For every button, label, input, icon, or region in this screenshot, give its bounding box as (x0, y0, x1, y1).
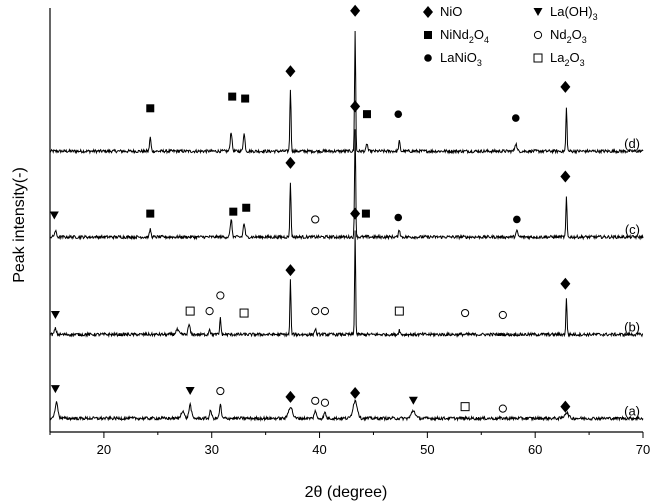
legend-text-sub: 2 (469, 35, 474, 45)
legend-entry-label: LaNiO3 (440, 50, 482, 68)
square-marker (362, 110, 371, 119)
diamond-marker (285, 65, 296, 78)
circle-marker (511, 114, 520, 122)
legend-entry-label: La(OH)3 (550, 4, 598, 22)
diamond-marker (560, 400, 571, 413)
open-circle-marker (205, 307, 214, 316)
phase-markers (49, 4, 571, 413)
triangle-marker (533, 8, 543, 16)
open-circle-marker (320, 307, 330, 316)
legend-text-part: La (550, 50, 565, 65)
series-label: (a) (624, 403, 640, 418)
legend-text-sub: 3 (580, 58, 585, 68)
triangle-marker (50, 311, 60, 319)
legend-text-part: O (474, 27, 484, 42)
open-circle-marker (311, 307, 320, 316)
x-tick-label: 30 (204, 442, 218, 457)
open-circle-marker (498, 310, 507, 320)
diamond-marker (560, 277, 571, 290)
open-circle-marker (216, 386, 225, 396)
diamond-marker (285, 156, 296, 169)
circle-marker (513, 215, 521, 224)
x-tick-label: 40 (312, 442, 326, 457)
x-axis-title: 2θ (degree) (305, 484, 388, 501)
square-marker (228, 92, 237, 101)
open-square-marker (460, 402, 470, 412)
legend-text-sub: 3 (477, 58, 482, 68)
triangle-marker (50, 385, 60, 394)
open-square-marker (185, 306, 195, 316)
legend-text-part: Nd (550, 27, 567, 42)
legend-text-sub: 4 (484, 35, 489, 45)
diamond-marker (423, 6, 433, 18)
square-marker (242, 203, 251, 212)
x-tick-label: 50 (420, 442, 434, 457)
triangle-marker (408, 396, 418, 405)
x-axis-ticks: 20 30 40 50 60 70 (49, 432, 650, 457)
legend-text-sub: 3 (582, 35, 587, 45)
series-curves (49, 30, 644, 422)
series-label: (b) (624, 320, 640, 335)
diamond-marker (350, 387, 361, 399)
diamond-marker (560, 170, 571, 183)
legend-entry-label: Nd2O3 (550, 27, 587, 45)
series-label: (c) (625, 222, 640, 237)
open-circle-marker (311, 215, 320, 224)
open-circle-marker (461, 308, 470, 318)
legend-text-sub: 3 (593, 12, 598, 22)
square-marker (146, 209, 155, 218)
legend-entry-label: NiO (440, 4, 462, 19)
diamond-marker (285, 264, 296, 277)
legend-entry-label: NiNd2O4 (440, 27, 489, 45)
axes-frame (49, 8, 643, 433)
series-labels: (d) (c) (b) (a) (624, 136, 640, 418)
legend-text-part: LaNiO (440, 50, 477, 65)
square-marker (229, 207, 238, 216)
circle-marker (394, 110, 403, 118)
square-marker (361, 209, 370, 218)
series-curve (49, 230, 643, 338)
x-tick-label: 70 (636, 442, 650, 457)
y-axis-title: Peak intensity(-) (11, 167, 28, 283)
open-circle-marker (216, 291, 225, 300)
legend-text-part: NiNd (440, 27, 469, 42)
triangle-marker (185, 387, 195, 396)
legend-text-part: La(OH) (550, 4, 593, 19)
legend-text-part: O (569, 50, 579, 65)
open-square-marker (239, 308, 249, 318)
legend-text-part: O (572, 27, 582, 42)
diamond-marker (560, 80, 571, 93)
square-marker (424, 31, 432, 39)
open-square-marker (533, 53, 543, 63)
legend-text-sub: 2 (567, 35, 572, 45)
legend-entry-label: La2O3 (550, 50, 585, 68)
triangle-marker (49, 211, 59, 220)
diamond-marker (285, 390, 296, 403)
circle-marker (424, 54, 432, 62)
x-tick-label: 20 (97, 442, 111, 457)
legend-text-sub: 2 (564, 58, 569, 68)
open-circle-marker (533, 30, 543, 40)
x-tick-label: 60 (528, 442, 542, 457)
series-curve (49, 398, 644, 422)
diamond-marker (350, 4, 361, 17)
open-circle-marker (320, 398, 330, 407)
square-marker (146, 104, 155, 113)
open-circle-marker (311, 396, 320, 405)
diamond-marker (350, 207, 361, 220)
legend-text-part: NiO (440, 4, 462, 19)
series-label: (d) (624, 136, 640, 151)
open-square-marker (394, 306, 404, 316)
open-circle-marker (498, 404, 507, 413)
square-marker (241, 94, 250, 103)
series-curve (49, 129, 644, 241)
diamond-marker (350, 100, 361, 113)
circle-marker (394, 213, 403, 222)
series-curve (49, 30, 644, 155)
